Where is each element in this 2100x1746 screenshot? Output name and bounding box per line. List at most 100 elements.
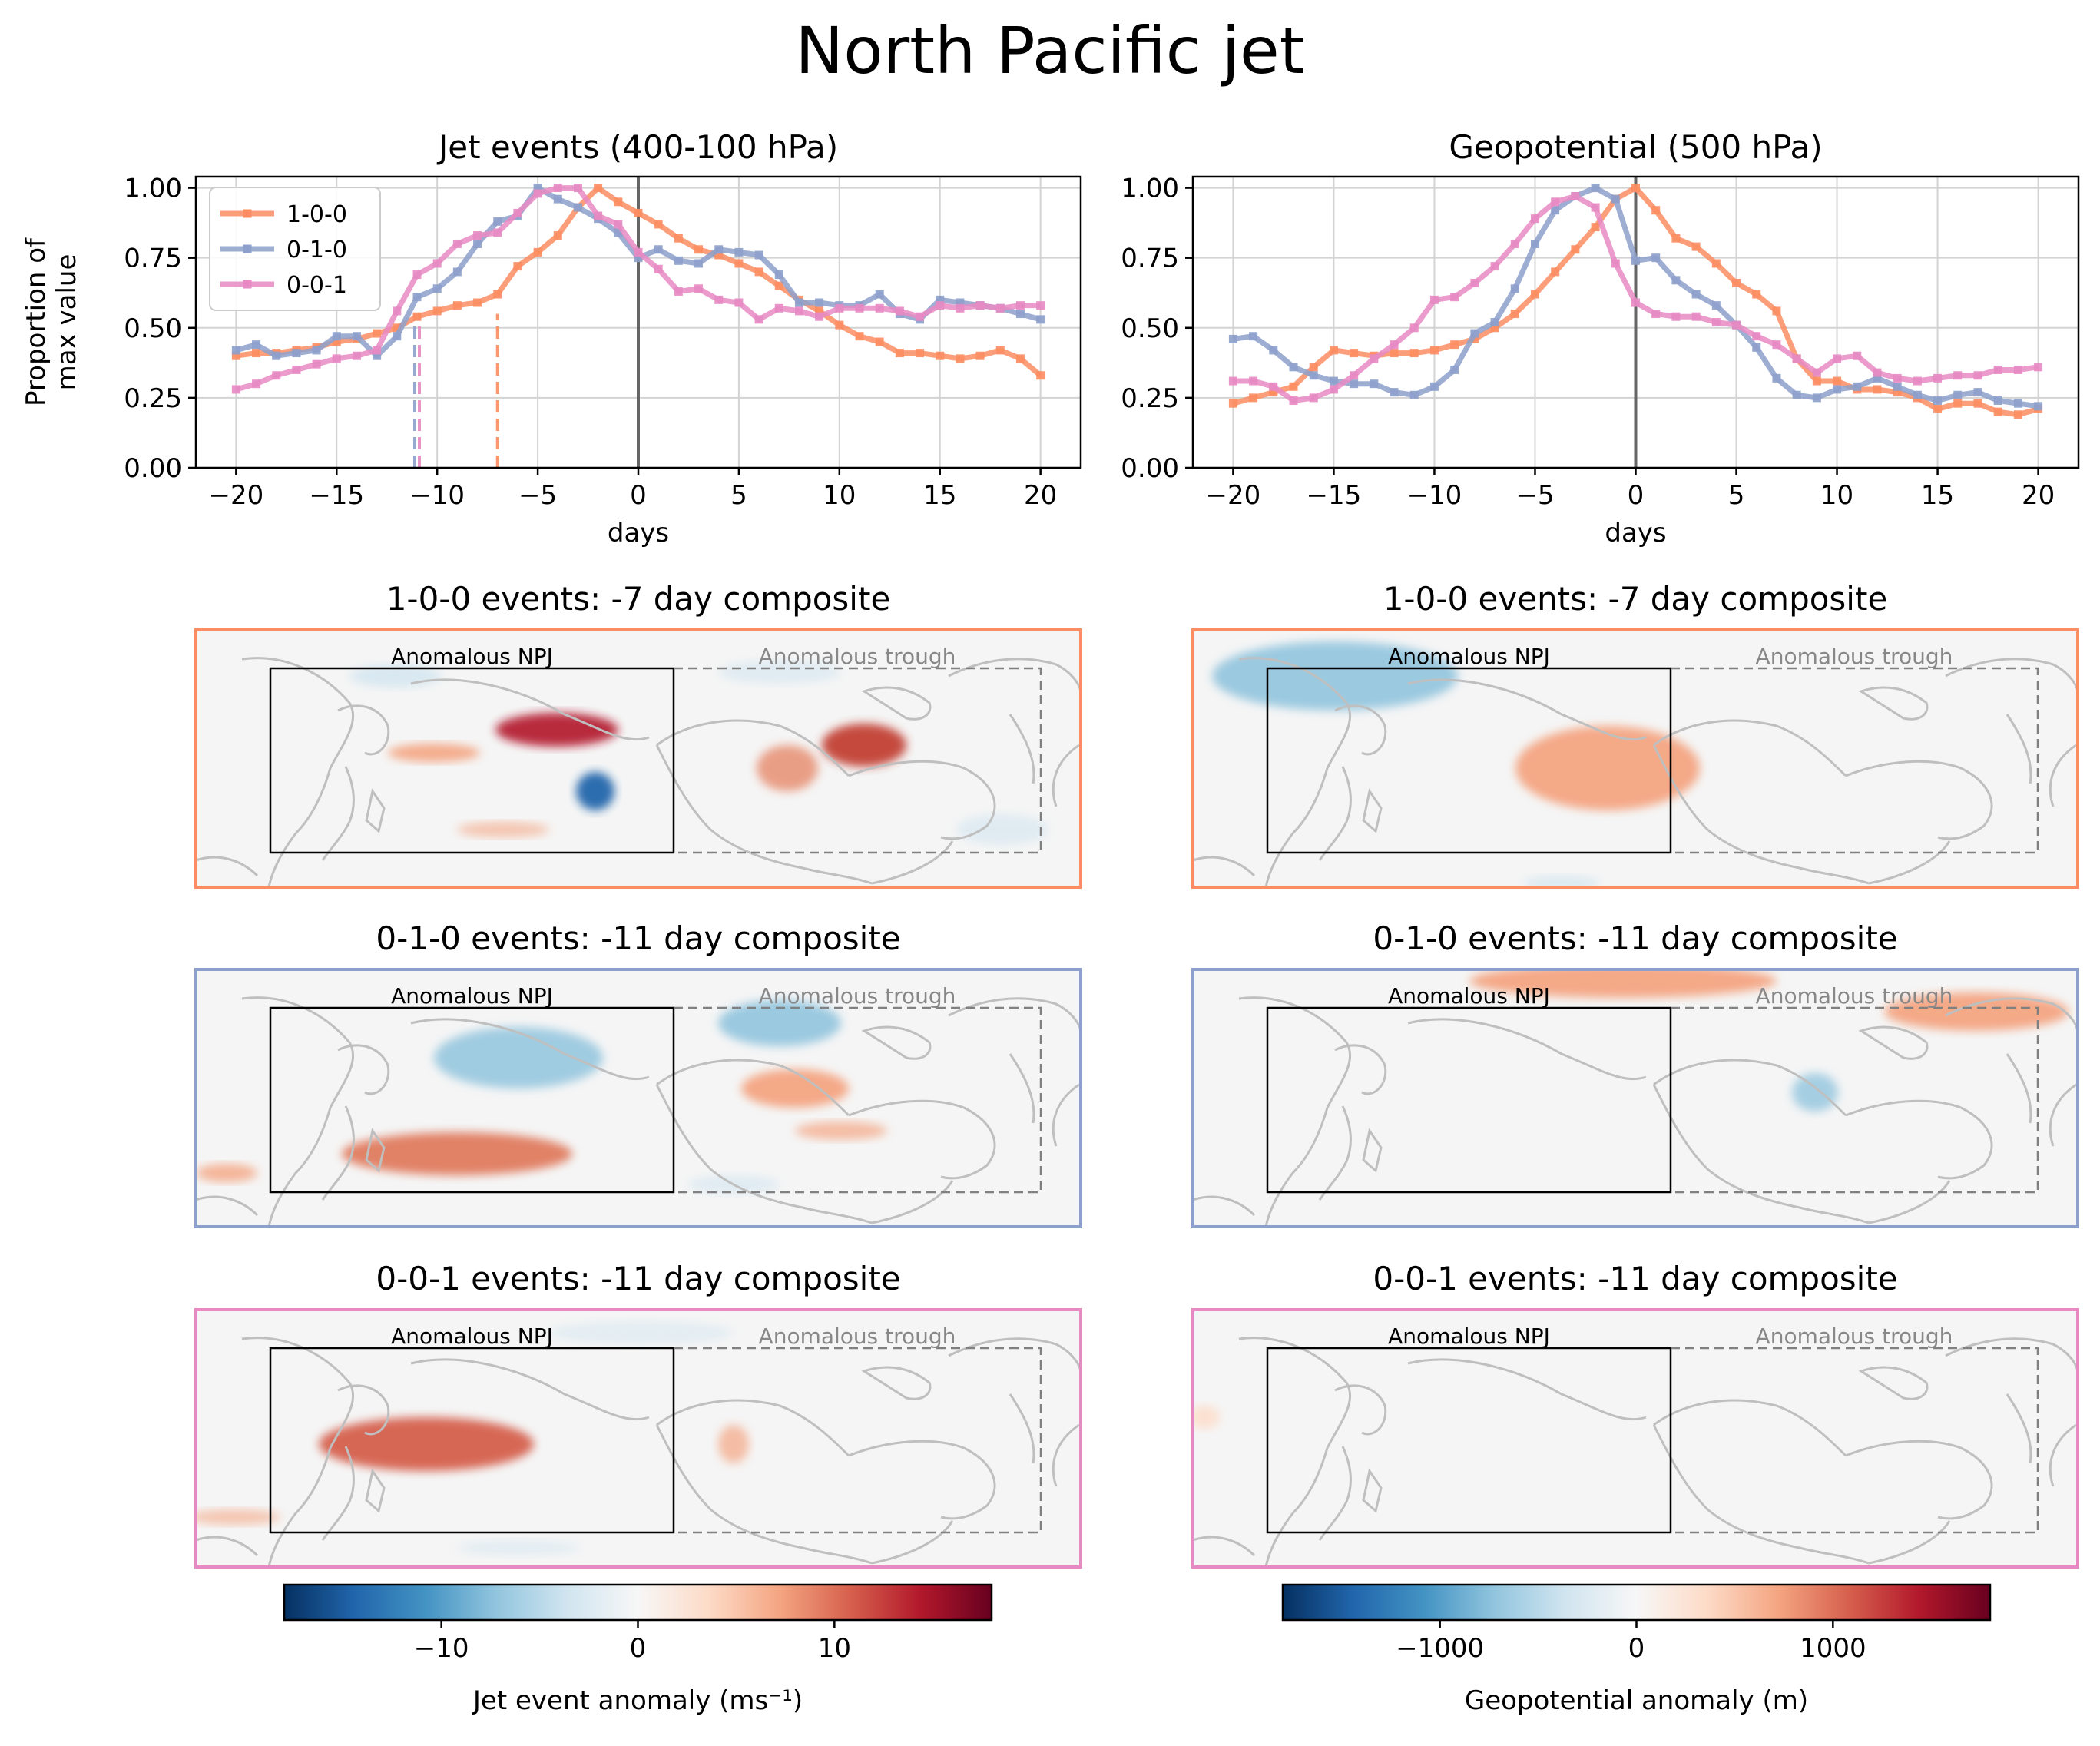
- point-0-1-0: [1269, 346, 1278, 355]
- coastline: [655, 1424, 873, 1565]
- coastline: [1653, 1399, 1847, 1457]
- map-frame: [1191, 1308, 2079, 1569]
- point-1-0-0: [614, 197, 623, 207]
- coastline: [337, 704, 390, 756]
- point-0-1-0: [292, 349, 301, 358]
- point-0-1-0: [1591, 184, 1600, 193]
- point-0-1-0: [936, 295, 945, 304]
- point-0-1-0: [1470, 329, 1479, 338]
- anomaly-patch: [956, 814, 1048, 845]
- coastline: [365, 788, 386, 833]
- point-1-0-0: [995, 346, 1005, 355]
- coastline: [2006, 714, 2032, 784]
- npj-box-label: Anomalous NPJ: [1388, 644, 1550, 669]
- point-0-0-1: [1269, 382, 1278, 391]
- x-tick-label: −10: [1407, 480, 1462, 511]
- npj-box-label: Anomalous NPJ: [391, 1324, 553, 1349]
- point-0-1-0: [734, 247, 744, 257]
- x-tick-label: −10: [409, 480, 465, 511]
- point-0-0-1: [835, 303, 844, 313]
- point-1-0-0: [332, 337, 341, 346]
- trough-box: [674, 667, 1042, 854]
- point-0-1-0: [714, 245, 724, 254]
- point-1-0-0: [774, 281, 783, 290]
- point-0-0-1: [1711, 318, 1721, 326]
- coastline: [1845, 1099, 1993, 1180]
- coastline: [848, 760, 996, 840]
- y-tick-label: 0.75: [124, 244, 182, 274]
- map-panel-r2-c1: Anomalous NPJ Anomalous trough 0-1-0 event…: [194, 919, 1082, 1228]
- coastline: [1052, 744, 1080, 807]
- point-0-1-0: [1953, 390, 1963, 399]
- map-content: [196, 1321, 1081, 1567]
- point-0-1-0: [312, 346, 321, 355]
- point-1-0-0: [373, 329, 382, 338]
- point-0-1-0: [1228, 334, 1237, 343]
- x-tick-label: 10: [1820, 480, 1853, 511]
- point-0-1-0: [1752, 343, 1761, 352]
- coastline: [1238, 996, 1352, 1227]
- point-1-0-0: [1953, 399, 1963, 408]
- coastline: [656, 1059, 850, 1117]
- point-1-0-0: [1530, 290, 1539, 299]
- point-0-0-1: [1309, 393, 1318, 403]
- x-tick-label: 20: [1024, 480, 1057, 511]
- anomaly-patch: [457, 822, 549, 837]
- legend-box: [209, 187, 381, 311]
- point-0-0-1: [553, 184, 562, 193]
- point-0-1-0: [1015, 310, 1025, 319]
- map-title: 0-1-0 events: -11 day composite: [376, 919, 900, 957]
- point-1-0-0: [2013, 410, 2022, 419]
- trough-box: [1671, 667, 2039, 854]
- trough-box: [1671, 1347, 2039, 1534]
- map-content: [196, 996, 1081, 1227]
- coastline: [871, 1180, 954, 1224]
- npj-box-label: Anomalous NPJ: [391, 983, 553, 1009]
- point-0-1-0: [1973, 388, 1982, 397]
- point-1-0-0: [533, 247, 542, 257]
- point-0-0-1: [694, 284, 704, 293]
- coastline: [1653, 719, 1847, 777]
- coastline: [321, 766, 355, 861]
- point-1-0-0: [895, 349, 904, 358]
- npj-box-label: Anomalous NPJ: [1388, 983, 1550, 1009]
- coastline: [1868, 1520, 1951, 1565]
- point-0-1-0: [432, 284, 442, 293]
- point-0-0-1: [1370, 354, 1379, 363]
- point-0-1-0: [1510, 284, 1519, 293]
- coastline: [656, 719, 850, 777]
- map-frame: [194, 968, 1082, 1228]
- colorbar-1: −10 0 10 Jet event anomaly (ms⁻¹): [283, 1583, 993, 1716]
- line-panel-2: −20 −15 −10 −5 0 5 10 15 20 0.00 0.25 0.50 0.75 1.00 G…: [1121, 128, 2080, 548]
- point-0-0-1: [815, 312, 824, 321]
- colorbar-tick-label: 0: [630, 1633, 647, 1664]
- point-0-1-0: [1329, 376, 1338, 386]
- anomaly-patch: [718, 1000, 841, 1046]
- point-0-0-1: [1772, 340, 1781, 350]
- trough-box-label: Anomalous trough: [1756, 644, 1953, 669]
- coastline: [321, 1446, 355, 1541]
- point-1-0-0: [634, 208, 643, 217]
- colorbar-label: Jet event anomaly (ms⁻¹): [472, 1685, 803, 1716]
- coastline: [2049, 1423, 2077, 1487]
- coastline: [1407, 678, 1647, 741]
- npj-box: [1266, 667, 1672, 854]
- coastline: [365, 1128, 386, 1173]
- coastline: [1652, 1084, 1870, 1224]
- anomaly-patch: [342, 1132, 572, 1175]
- point-0-0-1: [1752, 332, 1761, 341]
- point-0-0-1: [1036, 301, 1045, 310]
- point-0-1-0: [694, 259, 704, 268]
- anomaly-patch: [319, 1417, 534, 1471]
- coastline: [948, 658, 1081, 692]
- point-0-0-1: [614, 220, 623, 229]
- coastline: [1052, 1423, 1080, 1487]
- coastline: [241, 657, 355, 887]
- colorbar-gradient: [1281, 1583, 1992, 1622]
- legend-label-0-0-1: 0-0-1: [287, 272, 347, 299]
- point-1-0-0: [1591, 223, 1600, 232]
- point-1-0-0: [1772, 306, 1781, 316]
- point-0-0-1: [1409, 323, 1419, 333]
- y-tick-label: 1.00: [1121, 174, 1179, 204]
- map-frame: [1191, 968, 2079, 1228]
